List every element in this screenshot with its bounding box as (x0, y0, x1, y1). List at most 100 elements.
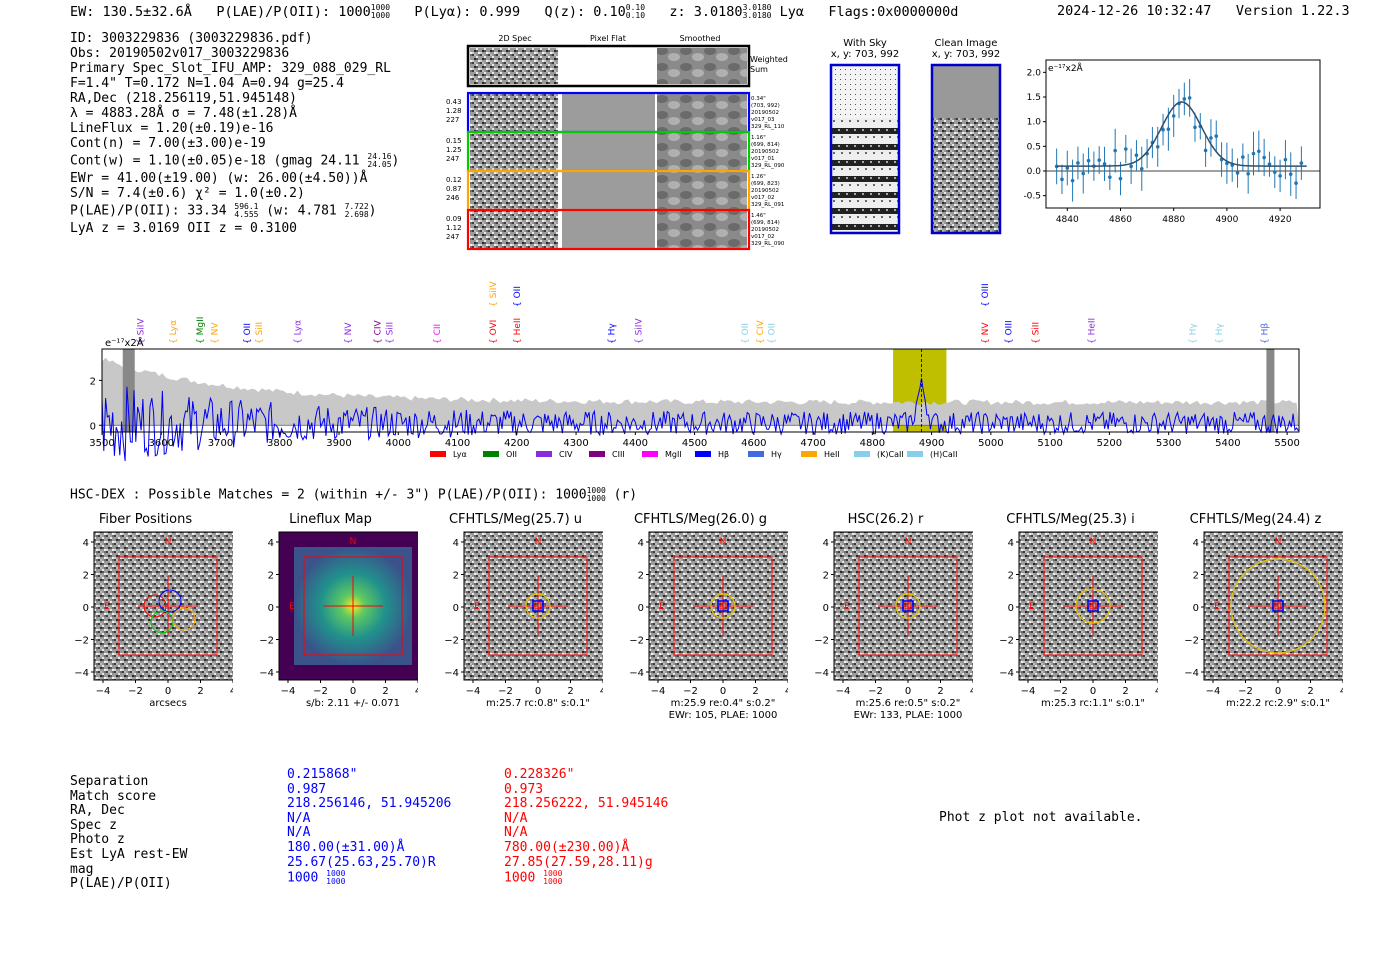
stamp-row-right-text: v017_02 (751, 234, 775, 240)
frac-num: 7.722 (344, 202, 369, 211)
cutout-ytick-label: −2 (999, 636, 1014, 647)
legend-swatch (801, 451, 817, 457)
match-box (532, 600, 544, 612)
spectral-line-label: { Hγ (1215, 323, 1225, 344)
aperture-box (858, 556, 958, 656)
match-box (717, 600, 729, 612)
fit-point (1076, 161, 1080, 165)
cutout-ytick-label: 4 (638, 538, 644, 549)
spectral-line-label: { CII (433, 324, 443, 344)
spectral-line-label: { OII (243, 323, 253, 344)
spectrum-legend: Lyα OII CIV CIII MgII Hβ Hγ HeII (K)CaII (H)CaII (430, 450, 957, 459)
stamp-row-right-text: 1.26" (751, 174, 766, 180)
fit-point (1113, 148, 1117, 153)
spectral-line-label: { SiIV (489, 281, 499, 307)
cutout-title: Fiber Positions (98, 512, 193, 527)
cutout-xtick-label: −2 (498, 686, 513, 697)
cutout-xtick-label: −2 (1053, 686, 1068, 697)
fit-xtick-label: 4840 (1056, 215, 1079, 225)
info-lambda: λ = 4883.28Å σ = 7.48(±1.28)Å (70, 106, 297, 121)
stamp-row-right-text: 329_RL_090 (751, 241, 785, 247)
spectral-line-text: { Lyα (169, 320, 179, 344)
clean-label: Clean Image (934, 38, 998, 49)
stamp-2d (470, 211, 558, 248)
fit-point (1251, 151, 1256, 156)
stamp-row-right-text: (703, 992) (751, 103, 780, 109)
spectral-line-label: { SiII (385, 322, 395, 344)
fit-point (1134, 153, 1139, 158)
fit-point (1241, 155, 1245, 159)
match-row-label: Spec z (70, 817, 117, 833)
stamp-2d (470, 133, 558, 170)
match-box (1272, 600, 1284, 612)
weighted-frame (466, 44, 751, 88)
spectrum-xtick-label: 5000 (978, 438, 1003, 449)
spectrum-xtick-label: 5300 (1156, 438, 1181, 449)
plya-value: P(Lyα): 0.999 (414, 4, 521, 20)
cutout-ytick-label: −2 (1184, 636, 1199, 647)
spectrum-xtick-label: 4100 (445, 438, 470, 449)
match-row-label: RA, Dec (70, 803, 125, 819)
with-sky-title: With Sky x, y: 703, 992 (815, 38, 915, 60)
cutout-xtick-label: 2 (382, 686, 388, 697)
cutout-image: N E 4 2 0 −2 −4 −4 −2 0 2 4 m:25.6 re:0.5" s:0.2"EWr… (814, 531, 983, 721)
match-red-value: 780.00(±230.00)Å (504, 839, 630, 855)
fit-point (1299, 161, 1304, 165)
stamp-row-left-text: 0.15 (446, 137, 462, 145)
spectrum-xtick-label: 4400 (623, 438, 648, 449)
cutout-xtick-label: 0 (165, 686, 171, 697)
spectral-line-text: { OII (513, 286, 523, 307)
cutout-image: N E 4 2 0 −2 −4 −4 −2 0 2 4 m:22.2 rc:2.9" s:0.1" (1184, 531, 1353, 709)
cutout-ytick-label: −4 (814, 668, 829, 679)
clean-top (933, 66, 999, 118)
spectral-line-label: { SiIV (634, 318, 644, 344)
fit-xtick-label: 4860 (1109, 215, 1132, 225)
frac-den: 24.05 (367, 160, 392, 169)
spectral-line-text: { NV (211, 322, 221, 344)
cutout-xtick-label: 0 (1090, 686, 1096, 697)
spectral-line-text: { NV (981, 322, 991, 344)
match-box (719, 602, 727, 610)
spectrum-line (101, 378, 1299, 462)
north-label: N (1275, 537, 1282, 547)
match-blue-value: 1000 1000 1000 (287, 869, 346, 887)
cutout-ytick-label: −2 (629, 636, 644, 647)
fit-point (1081, 171, 1086, 176)
source-ellipse (895, 593, 921, 619)
spectral-line-label: { SiII (1031, 322, 1041, 344)
stamp-row-right-text: v017_01 (751, 156, 775, 162)
cutout-title: CFHTLS/Meg(25.7) u (448, 512, 583, 527)
cutout-ytick-label: 0 (268, 603, 274, 614)
spectral-line-text: { SiII (255, 322, 265, 344)
stamp-row-right-text: 20190502 (751, 149, 779, 155)
match-row-label: Photo z (70, 832, 125, 848)
info-primary: Primary Spec_Slot_IFU_AMP: 329_088_029_R… (70, 61, 391, 76)
cutout-xtick-label: 0 (350, 686, 356, 697)
info-contn: Cont(n) = 7.00(±3.00)e-19 (70, 136, 266, 151)
spectral-line-label: { Hγ (608, 323, 618, 344)
spectrum-xtick-label: 5100 (1037, 438, 1062, 449)
qz-value: Q(z): 0.10 (544, 4, 626, 20)
spectral-line-label: { SiII (255, 322, 265, 344)
match-blue-value: 180.00(±31.00)Å (287, 839, 405, 855)
spectrum-ytick-label: 0 (90, 421, 96, 432)
hsc-title: HSC-DEX : Possible Matches = 2 (within +… (70, 487, 637, 503)
stamp-row-right-text: v017_03 (751, 117, 775, 123)
match-blue-value: 0.987 (287, 781, 327, 797)
stamp-row-right-text: 329_RL_091 (751, 202, 784, 208)
spectral-line-text: { SiIV (137, 318, 147, 344)
legend-swatch (589, 451, 605, 457)
spectral-line-text: { HeII (513, 318, 523, 344)
cutout-ytick-label: 2 (83, 571, 89, 582)
match-blue-value: 218.256146, 51.945206 (287, 796, 452, 812)
info-sn: S/N = 7.4(±0.6) χ² = 1.0(±0.2) (70, 186, 305, 201)
match-box (1274, 602, 1282, 610)
cutout-panel: CFHTLS/Meg(24.4) z N E 4 2 0 −2 −4 −4 −2 0 2 4 m:22.2… (1168, 512, 1353, 746)
clean-image (933, 118, 999, 232)
spectrum-xtick-label: 4800 (860, 438, 885, 449)
fit-point (1235, 171, 1240, 175)
